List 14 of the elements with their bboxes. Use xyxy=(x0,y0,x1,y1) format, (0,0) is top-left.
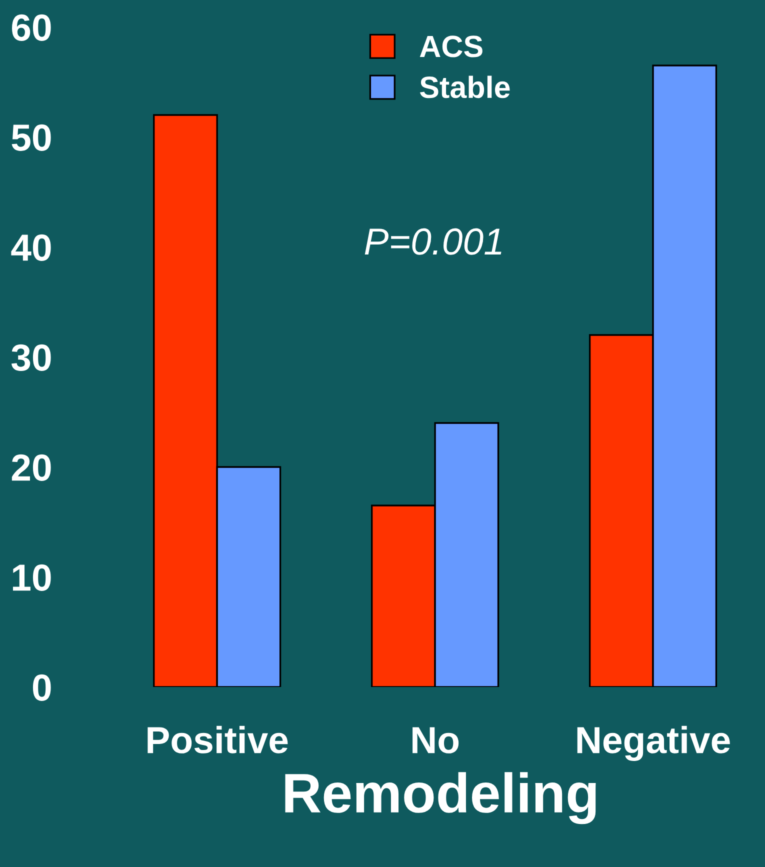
y-tick-label: 50 xyxy=(12,124,51,151)
x-axis-title: Remodeling xyxy=(285,772,596,824)
x-tick-label: Positive xyxy=(148,726,288,754)
x-tick-label: No xyxy=(412,727,459,754)
y-tick-label: 10 xyxy=(12,564,51,591)
annotation: P=0.001 xyxy=(364,228,502,255)
y-tick-label: 60 xyxy=(12,14,51,41)
y-tick-label: 20 xyxy=(12,454,51,481)
y-tick-label: 30 xyxy=(11,344,51,372)
legend-label: ACS xyxy=(420,36,482,58)
legend-label: Stable xyxy=(420,76,510,98)
y-tick-label: 40 xyxy=(11,234,51,261)
y-tick-label: 0 xyxy=(32,674,51,701)
x-tick-label: Negative xyxy=(577,726,730,762)
